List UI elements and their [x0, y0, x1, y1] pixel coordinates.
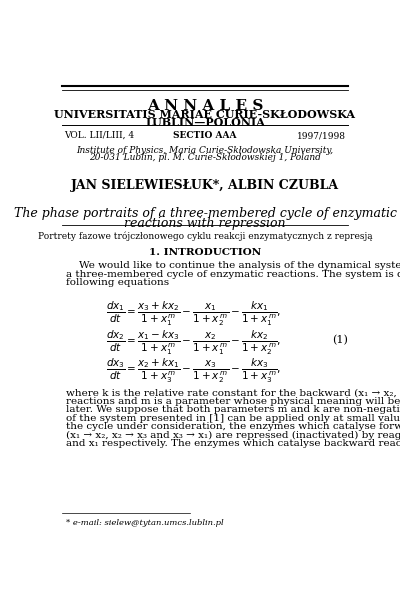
Text: (1): (1) [332, 335, 348, 345]
Text: 1997/1998: 1997/1998 [297, 131, 346, 140]
Text: and x₁ respectively. The enzymes which catalyse backward reactions are: and x₁ respectively. The enzymes which c… [66, 439, 400, 448]
Text: VOL. LII/LIII, 4: VOL. LII/LIII, 4 [64, 131, 134, 140]
Text: (x₁ → x₂, x₂ → x₃ and x₃ → x₁) are repressed (inactivated) by reagents x₃, x₁: (x₁ → x₂, x₂ → x₃ and x₃ → x₁) are repre… [66, 431, 400, 440]
Text: A N N A L E S: A N N A L E S [147, 99, 263, 113]
Text: $\dfrac{dx_3}{dt} = \dfrac{x_2 + kx_1}{1+x_3^{\,m}} - \dfrac{x_3}{1+x_2^{\,m}} -: $\dfrac{dx_3}{dt} = \dfrac{x_2 + kx_1}{1… [106, 357, 281, 385]
Text: of the system presented in [1] can be applied only at small values of k. In: of the system presented in [1] can be ap… [66, 414, 400, 423]
Text: * e-mail: sielew@tytan.umcs.lublin.pl: * e-mail: sielew@tytan.umcs.lublin.pl [66, 519, 223, 527]
Text: UNIVERSITATIS MARIAE CURIE-SKŁODOWSKA: UNIVERSITATIS MARIAE CURIE-SKŁODOWSKA [54, 109, 356, 120]
Text: reactions with repression: reactions with repression [124, 217, 286, 231]
Text: where k is the relative rate constant for the backward (x₁ → x₂, x₂ → x₁, x₁ → x: where k is the relative rate constant fo… [66, 388, 400, 397]
Text: following equations: following equations [66, 278, 169, 287]
Text: 1. INTRODUCTION: 1. INTRODUCTION [149, 248, 261, 257]
Text: JAN SIELEWIESŁUK*, ALBIN CZUBLA: JAN SIELEWIESŁUK*, ALBIN CZUBLA [71, 179, 339, 192]
Text: Portrety fazowe trójczłonowego cyklu reakcji enzymatycznych z represją: Portrety fazowe trójczłonowego cyklu rea… [38, 231, 372, 241]
Text: 20-031 Lublin, pl. M. Curie-Skłodowskiej 1, Poland: 20-031 Lublin, pl. M. Curie-Skłodowskiej… [89, 154, 321, 163]
Text: Institute of Physics, Maria Curie-Skłodowska University,: Institute of Physics, Maria Curie-Skłodo… [76, 146, 334, 155]
Text: a three-membered cycle of enzymatic reactions. The system is described by the: a three-membered cycle of enzymatic reac… [66, 270, 400, 279]
Text: later. We suppose that both parameters m and k are non-negative. The analysis: later. We suppose that both parameters m… [66, 405, 400, 414]
Text: LUBLIN—POLONIA: LUBLIN—POLONIA [145, 117, 265, 128]
Text: $\dfrac{dx_1}{dt} = \dfrac{x_3 + kx_2}{1+x_1^{\,m}} - \dfrac{x_1}{1+x_2^{\,m}} -: $\dfrac{dx_1}{dt} = \dfrac{x_3 + kx_2}{1… [106, 299, 281, 328]
Text: the cycle under consideration, the enzymes which catalyse forward reactions: the cycle under consideration, the enzym… [66, 422, 400, 431]
Text: reactions and m is a parameter whose physical meaning will be discussed: reactions and m is a parameter whose phy… [66, 397, 400, 406]
Text: $\dfrac{dx_2}{dt} = \dfrac{x_1 - kx_3}{1+x_1^{\,m}} - \dfrac{x_2}{1+x_1^{\,m}} -: $\dfrac{dx_2}{dt} = \dfrac{x_1 - kx_3}{1… [106, 329, 281, 357]
Text: We would like to continue the analysis of the dynamical system related to: We would like to continue the analysis o… [66, 261, 400, 270]
Text: SECTIO AAA: SECTIO AAA [173, 131, 237, 140]
Text: The phase portraits of a three-membered cycle of enzymatic: The phase portraits of a three-membered … [14, 208, 396, 220]
